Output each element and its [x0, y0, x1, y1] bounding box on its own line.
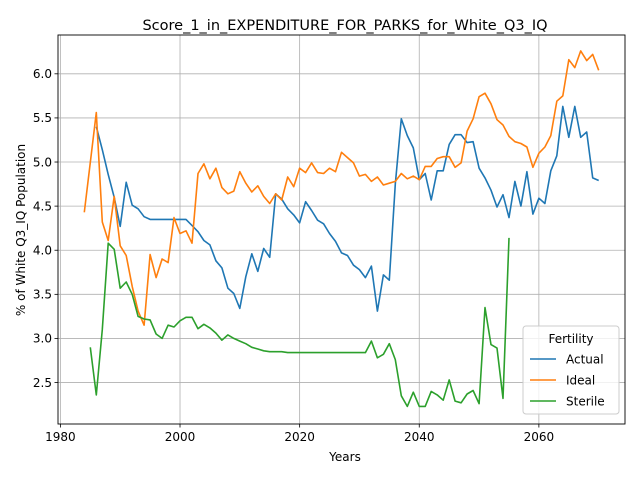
series-lines: [83, 50, 600, 408]
y-tick-label: 5.0: [33, 155, 52, 169]
y-tick-label: 3.5: [33, 288, 52, 302]
y-axis-label: % of White Q3_IQ Population: [14, 144, 28, 316]
y-tick-label: 4.5: [33, 199, 52, 213]
axis-ticks: 1980 2000 2020 2040 2060 2.5 3.0 3.5 4.0 4.5 5.0 5.…: [33, 67, 554, 444]
legend-label-sterile: Sterile: [566, 394, 605, 408]
legend-label-actual: Actual: [566, 352, 604, 366]
x-tick-label: 2020: [284, 430, 315, 444]
legend: Fertility Actual Ideal Sterile: [522, 325, 620, 415]
x-tick-label: 1980: [45, 430, 76, 444]
grid: [58, 35, 625, 424]
series-line-ideal: [83, 50, 600, 327]
x-tick-label: 2040: [404, 430, 435, 444]
y-tick-label: 3.0: [33, 332, 52, 346]
y-tick-label: 6.0: [33, 67, 52, 81]
y-tick-label: 2.5: [33, 376, 52, 390]
legend-label-ideal: Ideal: [566, 373, 595, 387]
x-axis-label: Years: [328, 450, 361, 464]
series-line-actual: [95, 105, 600, 312]
legend-box: [522, 325, 620, 415]
plot-frame: [57, 34, 626, 425]
chart-title: Score_1_in_EXPENDITURE_FOR_PARKS_for_Whi…: [142, 18, 547, 34]
legend-title: Fertility: [548, 332, 593, 346]
y-tick-label: 5.5: [33, 111, 52, 125]
x-tick-label: 2060: [524, 430, 555, 444]
legend-items: Actual Ideal Sterile: [530, 352, 605, 408]
series-line-sterile: [89, 237, 510, 408]
x-tick-label: 2000: [165, 430, 196, 444]
y-tick-label: 4.0: [33, 244, 52, 258]
